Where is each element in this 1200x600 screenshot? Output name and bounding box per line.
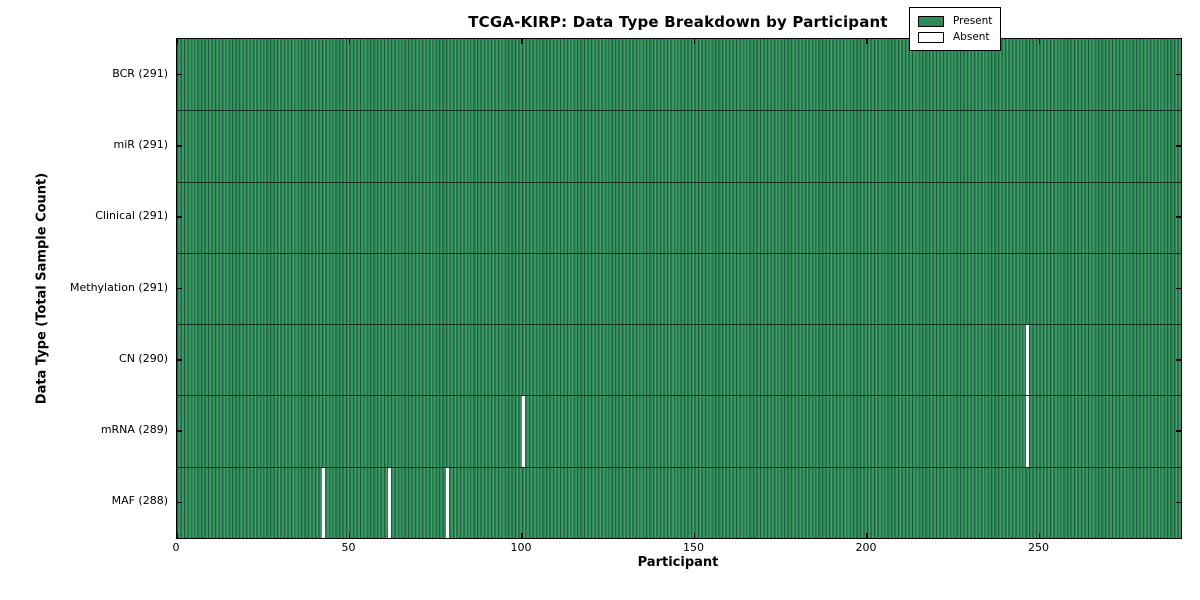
x-tick-label: 250 [1028,541,1050,554]
absent-gap-mRNA-246 [1025,395,1030,467]
row-boundary [177,181,1181,183]
x-axis-label: Participant [637,555,719,570]
legend-label-absent: Absent [953,31,990,43]
chart-title: TCGA-KIRP: Data Type Breakdown by Partic… [468,13,888,31]
x-tick-bottom [176,533,178,538]
row-boundary [177,324,1181,326]
y-tick-label: BCR (291) [112,66,168,80]
row-boundary [177,110,1181,112]
row-boundary [177,466,1181,468]
x-tick-top [1038,39,1041,44]
legend-entry-present: Present [918,13,994,29]
legend-label-present: Present [953,15,993,27]
x-tick-bottom [1038,533,1041,538]
legend-entry-absent: Absent [918,29,994,45]
x-tick-top [348,39,351,44]
y-tick-label: Methylation (291) [70,280,168,294]
x-tick-top [176,39,178,44]
absent-gap-MAF-61 [387,466,391,538]
x-tick-top [521,39,523,44]
row-boundary [177,252,1181,254]
y-tick-right [1176,430,1181,432]
y-tick-label: mRNA (289) [100,423,168,437]
y-tick-right [1176,216,1181,218]
y-tick-right [1176,73,1181,76]
absent-gap-MAF-42 [322,466,326,538]
x-tick-top [693,39,696,44]
y-tick-left [177,359,182,361]
y-tick-left [177,216,182,218]
y-tick-right [1176,145,1181,147]
y-tick-label: CN (290) [119,351,168,365]
x-tick-bottom [348,533,351,538]
y-tick-left [177,501,182,504]
y-tick-left [177,145,182,147]
y-tick-label: miR (291) [113,137,169,151]
x-tick-label: 0 [172,541,180,554]
x-tick-bottom [866,533,868,538]
absent-gap-MAF-78 [446,466,450,538]
x-tick-top [866,39,868,44]
legend: Present Absent [909,7,1001,51]
x-tick-label: 50 [341,541,356,554]
x-tick-label: 200 [855,541,877,554]
present-swatch [918,15,944,27]
x-tick-bottom [521,533,523,538]
y-tick-label: MAF (288) [111,494,168,508]
x-tick-label: 150 [683,541,705,554]
y-tick-left [177,73,182,76]
y-tick-label: Clinical (291) [95,209,168,223]
y-tick-right [1176,501,1181,504]
y-tick-right [1176,359,1181,361]
x-tick-bottom [693,533,696,538]
x-tick-label: 100 [510,541,532,554]
absent-gap-CN-246 [1025,324,1030,396]
absent-gap-mRNA-100 [522,395,526,467]
absent-swatch [918,31,944,43]
row-boundary [177,395,1181,397]
y-tick-left [177,430,182,432]
y-tick-left [177,287,182,290]
y-tick-right [1176,287,1181,290]
plot-area [176,38,1182,539]
